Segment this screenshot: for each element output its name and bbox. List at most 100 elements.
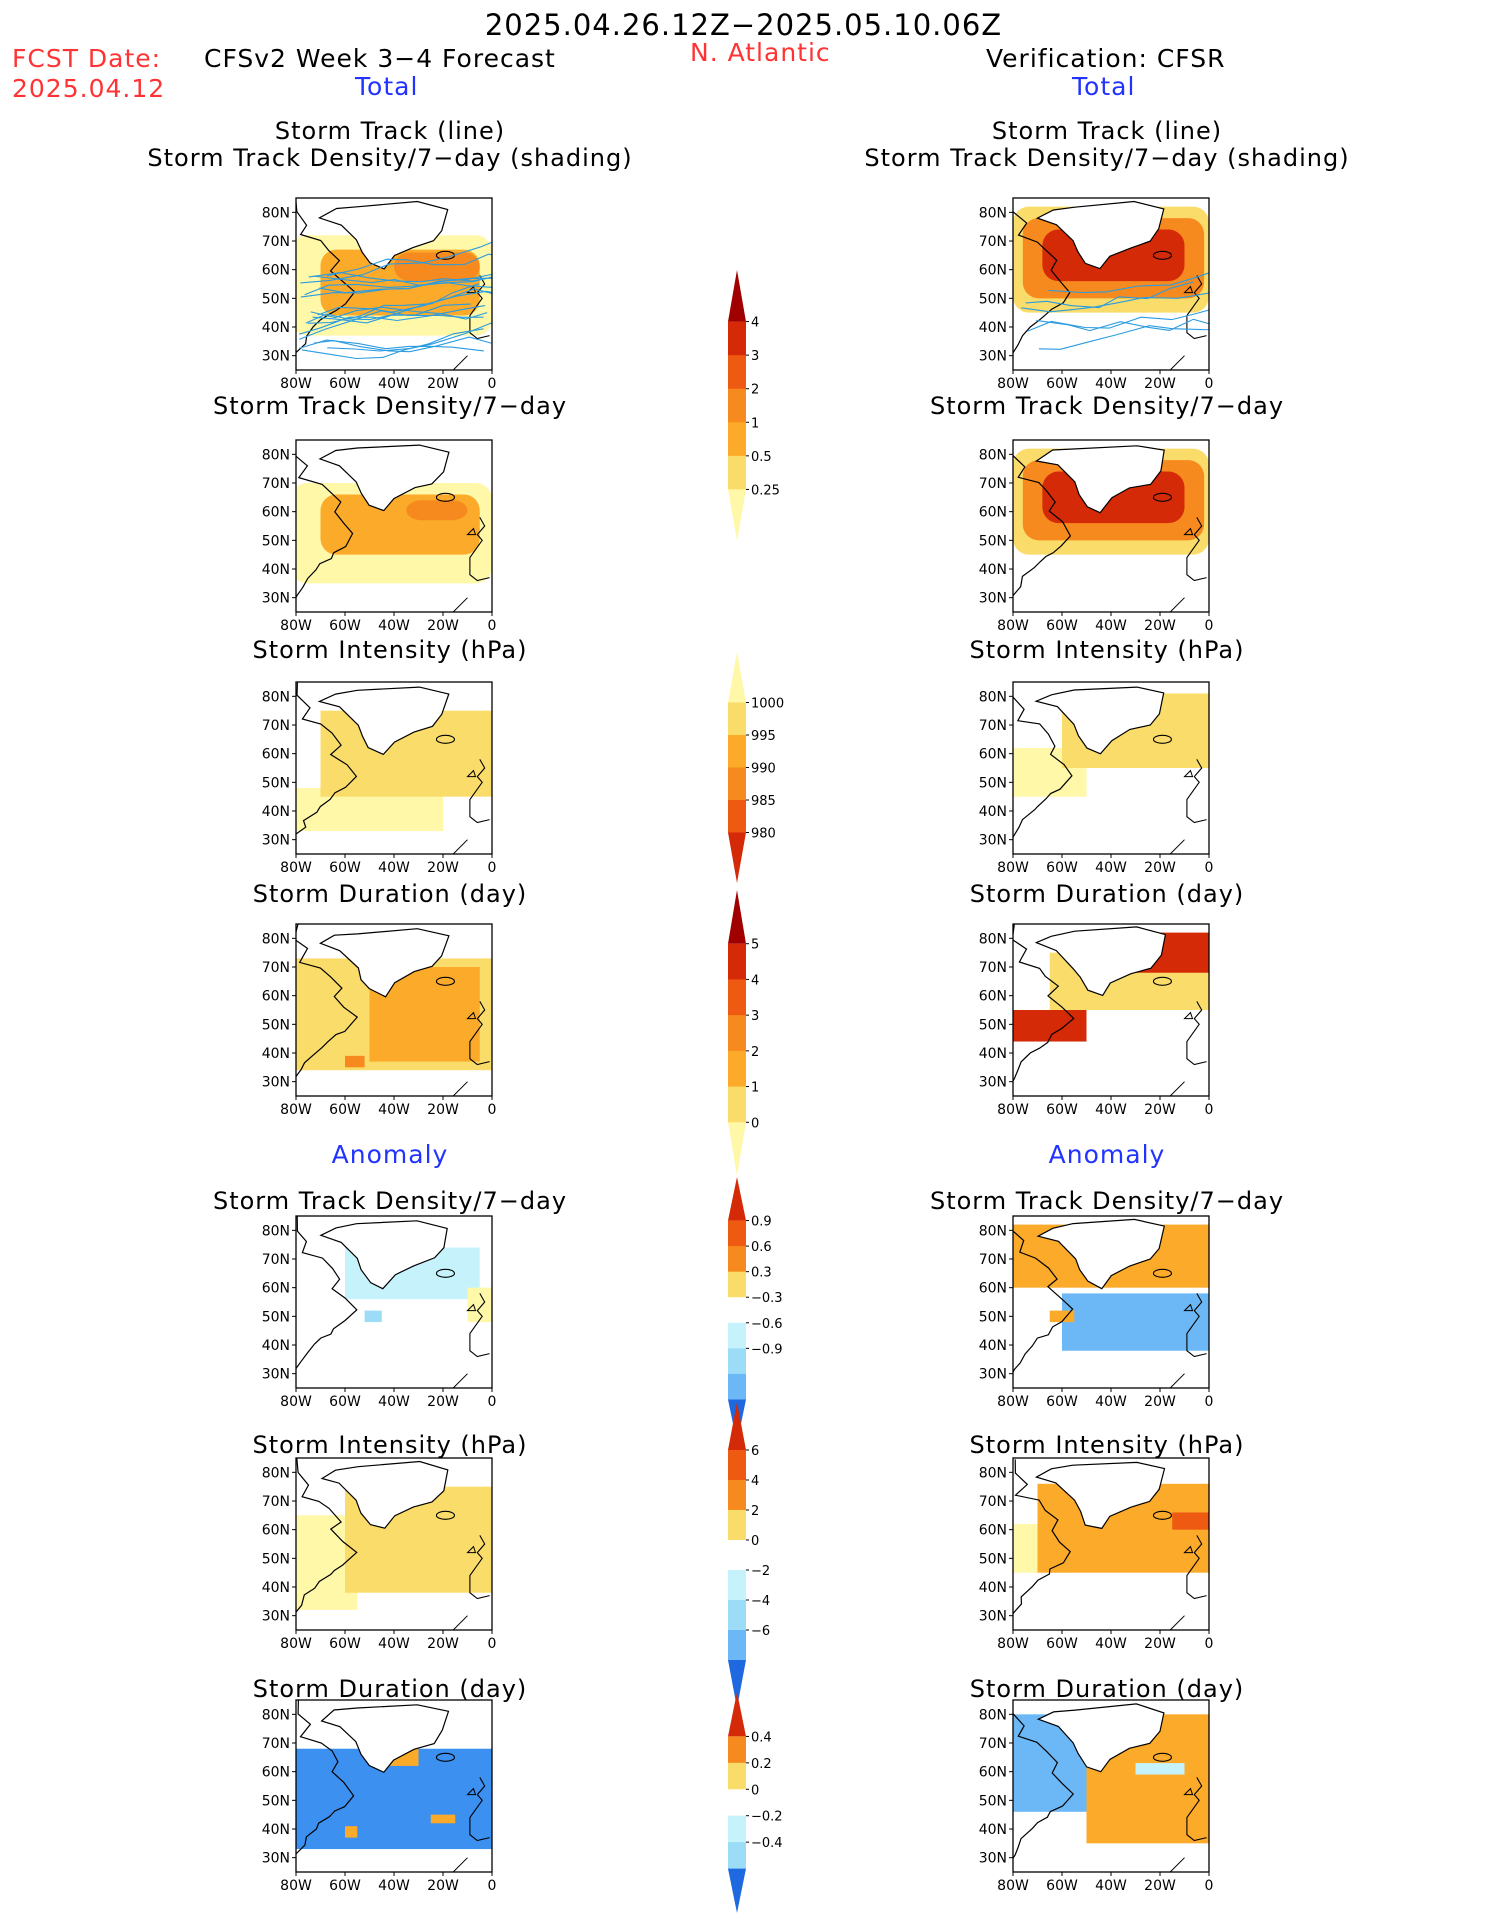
colorbar-cap <box>728 832 746 883</box>
shade-region-2 <box>345 1826 358 1838</box>
left-total-label: Total <box>355 72 419 101</box>
north-america-coast <box>296 1216 358 1370</box>
colorbar-label: 3 <box>751 349 759 364</box>
africa-coast <box>452 597 468 612</box>
lat-tick-label: 50N <box>262 1551 290 1567</box>
africa-coast <box>452 1081 468 1096</box>
lon-tick-label: 60W <box>329 1878 361 1894</box>
north-america-coast <box>1013 1700 1075 1860</box>
lat-tick-label: 50N <box>262 1017 290 1033</box>
lon-tick-label: 80W <box>997 1878 1029 1894</box>
greenland-coast <box>319 1220 448 1290</box>
colorbar-label: 0.5 <box>751 450 772 465</box>
lat-tick-label: 70N <box>979 960 1007 976</box>
lat-tick-label: 60N <box>979 263 1007 279</box>
greenland-coast <box>1034 926 1167 997</box>
shade-region-1 <box>364 1310 382 1323</box>
ireland-coast <box>466 527 477 536</box>
colorbar-swatch <box>728 1086 746 1123</box>
africa-coast <box>1169 1615 1185 1630</box>
lat-tick-label: 30N <box>262 833 290 849</box>
map-density-verification: 80N 70N 60N 50N 40N 30N 80W 60W 40W 20W 0 <box>979 439 1213 634</box>
map-intensity-verification: 80N 70N 60N 50N 40N 30N 80W 60W 40W 20W 0 <box>979 681 1213 876</box>
shade-region-2 <box>1013 1010 1087 1042</box>
lat-tick-label: 70N <box>979 718 1007 734</box>
lat-tick-label: 80N <box>262 1465 290 1481</box>
map-intensity-anomaly-forecast: 80N 70N 60N 50N 40N 30N 80W 60W 40W 20W 0 <box>262 1457 496 1652</box>
colorbar-cap <box>728 1402 746 1450</box>
lat-tick-label: 50N <box>262 775 290 791</box>
storm-track-line <box>313 275 492 286</box>
lon-tick-label: 20W <box>1144 376 1176 392</box>
colorbar-swatch <box>728 1271 746 1298</box>
lon-tick-label: 80W <box>280 376 312 392</box>
colorbar-label: 0 <box>751 1534 759 1549</box>
colorbar-swatch <box>728 422 746 457</box>
colorbar-duration: 5 4 3 2 1 0 <box>728 890 759 1176</box>
colorbar-label: 6 <box>751 1444 759 1459</box>
panel-title-density-anom-left: Storm Track Density/7−day <box>212 1187 568 1215</box>
lat-tick-label: 70N <box>262 1494 290 1510</box>
lat-tick-label: 50N <box>262 1309 290 1325</box>
lat-tick-label: 30N <box>262 349 290 365</box>
colorbar-swatch <box>728 943 746 980</box>
date-range-title: 2025.04.26.12Z−2025.05.10.06Z <box>484 8 1003 42</box>
colorbar-swatch <box>728 1348 746 1375</box>
north-america-coast <box>1013 924 1075 1083</box>
storm-track-line <box>310 306 488 320</box>
panel-title-intensity-left: Storm Intensity (hPa) <box>252 636 528 664</box>
lat-tick-label: 80N <box>979 205 1007 221</box>
panel-title-intensity-anom-left: Storm Intensity (hPa) <box>252 1431 528 1459</box>
lon-tick-label: 40W <box>1095 618 1127 634</box>
lat-tick-label: 30N <box>262 591 290 607</box>
lat-tick-label: 80N <box>262 1223 290 1239</box>
colorbar-swatch <box>728 1736 746 1764</box>
shade-region-2 <box>1135 1763 1185 1775</box>
storm-track-line <box>1021 292 1209 313</box>
lat-tick-label: 50N <box>262 533 290 549</box>
lat-tick-label: 60N <box>262 1523 290 1539</box>
iceland-coast <box>1152 492 1172 502</box>
lat-tick-label: 30N <box>979 833 1007 849</box>
lat-tick-label: 70N <box>979 476 1007 492</box>
storm-track-line <box>1027 309 1209 332</box>
iceland-coast <box>435 1268 455 1278</box>
lon-tick-label: 60W <box>329 860 361 876</box>
africa-coast <box>452 1373 468 1388</box>
north-america-coast <box>1013 201 1071 354</box>
lon-tick-label: 20W <box>427 1394 459 1410</box>
lat-tick-label: 50N <box>979 1551 1007 1567</box>
lat-tick-label: 60N <box>262 263 290 279</box>
colorbar-label: 1 <box>751 416 759 431</box>
lon-tick-label: 40W <box>1095 1636 1127 1652</box>
lon-tick-label: 0 <box>488 860 497 876</box>
lat-tick-label: 50N <box>979 533 1007 549</box>
lon-tick-label: 40W <box>378 376 410 392</box>
north-america-coast <box>296 1458 358 1614</box>
lon-tick-label: 60W <box>329 1102 361 1118</box>
colorbar-label: 2 <box>751 1504 759 1519</box>
map-density-anomaly-forecast: 80N 70N 60N 50N 40N 30N 80W 60W 40W 20W 0 <box>262 1215 496 1410</box>
iceland-coast <box>435 976 455 986</box>
colorbar-swatch <box>728 702 746 736</box>
map-track-verification: 80N 70N 60N 50N 40N 30N 80W 60W 40W 20W 0 <box>979 197 1213 392</box>
lat-tick-label: 40N <box>262 320 290 336</box>
lat-tick-label: 80N <box>979 1223 1007 1239</box>
colorbar-swatch <box>728 767 746 801</box>
lat-tick-label: 40N <box>979 1338 1007 1354</box>
lon-tick-label: 0 <box>488 618 497 634</box>
map-density-anomaly-verification: 80N 70N 60N 50N 40N 30N 80W 60W 40W 20W 0 <box>979 1215 1213 1410</box>
lon-tick-label: 80W <box>280 1636 312 1652</box>
lon-tick-label: 20W <box>427 1636 459 1652</box>
lon-tick-label: 20W <box>427 1878 459 1894</box>
colorbar-swatch <box>728 388 746 423</box>
north-america-coast <box>296 682 358 835</box>
lon-tick-label: 60W <box>1046 1878 1078 1894</box>
colorbar-label: 4 <box>751 1474 759 1489</box>
lon-tick-label: 80W <box>997 1102 1029 1118</box>
lon-tick-label: 40W <box>1095 1394 1127 1410</box>
left-column-title: CFSv2 Week 3−4 Forecast <box>204 44 556 73</box>
lat-tick-label: 80N <box>979 447 1007 463</box>
lon-tick-label: 60W <box>1046 1102 1078 1118</box>
storm-track-line <box>1038 325 1209 350</box>
